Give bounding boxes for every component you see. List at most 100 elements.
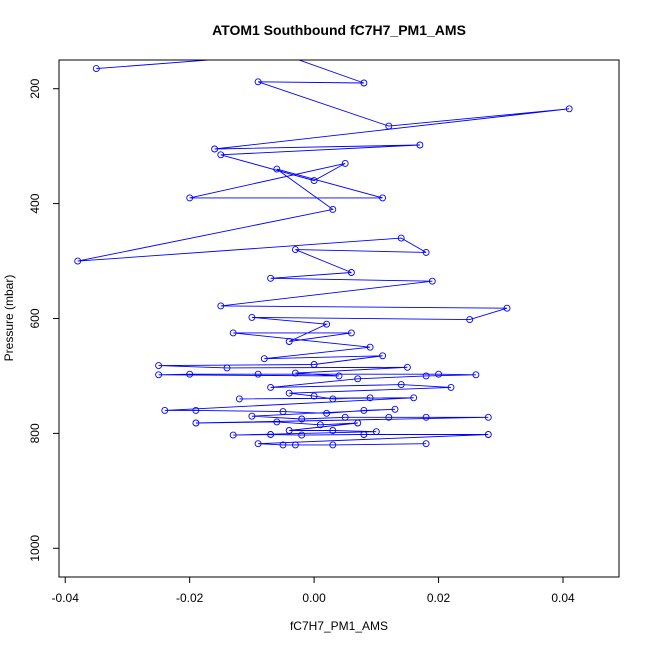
data-point (360, 431, 368, 438)
data-point (161, 406, 169, 414)
data-point (329, 395, 337, 403)
data-point (279, 441, 287, 449)
data-point (298, 415, 306, 423)
x-tick-label: -0.04 (52, 591, 80, 605)
data-point (254, 440, 262, 448)
y-tick-label: 600 (28, 308, 42, 328)
data-point (410, 394, 418, 402)
data-point (310, 177, 318, 185)
data-point (335, 372, 343, 380)
data-point (428, 277, 436, 285)
data-point (285, 389, 293, 397)
data-point (329, 205, 337, 213)
data-point (291, 246, 299, 254)
data-point (472, 371, 480, 379)
data-point (92, 65, 100, 73)
data-point (385, 122, 393, 130)
data-point (416, 141, 424, 149)
data-point (484, 413, 492, 421)
data-point (248, 313, 256, 321)
data-point (186, 194, 194, 202)
data-point (397, 234, 405, 242)
data-point (347, 329, 355, 337)
data-point (279, 408, 287, 416)
y-tick-label: 400 (28, 193, 42, 213)
data-point (366, 343, 374, 351)
x-tick-label: 0.04 (551, 591, 575, 605)
data-point (347, 269, 355, 276)
data-point (74, 257, 82, 265)
data-point (235, 395, 243, 403)
data-point (360, 406, 368, 414)
data-point (484, 431, 492, 438)
data-point (298, 431, 306, 439)
data-point (341, 413, 349, 421)
data-point (354, 375, 362, 383)
y-tick-label: 200 (28, 78, 42, 98)
data-point (360, 79, 368, 87)
data-point (447, 383, 455, 391)
data-point (229, 329, 237, 337)
series-line (77, 60, 570, 446)
data-point (267, 383, 275, 391)
data-point (565, 105, 573, 113)
data-point (466, 316, 474, 324)
data-point (372, 428, 380, 436)
y-axis-label: Pressure (mbar) (2, 275, 16, 362)
data-point (422, 440, 430, 448)
data-point (379, 194, 387, 202)
x-tick-label: 0.02 (427, 591, 451, 605)
y-axis: 200 400 600 800 1000 (28, 78, 60, 562)
data-point (403, 363, 411, 371)
data-point (285, 338, 293, 345)
data-point (435, 370, 443, 378)
data-point (254, 78, 262, 86)
data-point (267, 431, 275, 438)
data-point (192, 406, 200, 414)
data-point (273, 165, 281, 173)
data-point (248, 412, 256, 420)
x-axis: -0.04 -0.02 0.00 0.02 0.04 (52, 576, 575, 605)
data-point (422, 413, 430, 421)
data-point (211, 145, 219, 153)
y-tick-label: 800 (28, 423, 42, 443)
data-point (385, 413, 393, 421)
plot-area (58, 59, 620, 578)
data-point (329, 441, 337, 449)
data-point (155, 362, 163, 370)
data-point (260, 355, 268, 363)
data-point (291, 369, 299, 377)
data-point (354, 419, 362, 427)
data-point (503, 304, 511, 312)
x-tick-label: -0.02 (176, 591, 204, 605)
data-point (223, 364, 231, 372)
data-point (323, 320, 331, 328)
data-point (217, 151, 225, 159)
data-point (422, 372, 430, 380)
data-point (186, 370, 194, 378)
data-point (366, 394, 374, 402)
x-axis-label: fC7H7_PM1_AMS (290, 619, 388, 633)
data-point (291, 441, 299, 449)
data-point (379, 352, 387, 360)
data-point (285, 427, 293, 434)
data-point (397, 381, 405, 389)
data-point (341, 159, 349, 167)
data-point (329, 427, 337, 434)
x-tick-label: 0.00 (302, 591, 326, 605)
data-point (192, 419, 200, 427)
data-point (217, 302, 225, 310)
data-point (323, 409, 331, 417)
data-point (155, 371, 163, 379)
data-point (422, 248, 430, 256)
data-point (267, 274, 275, 282)
data-point (310, 361, 318, 368)
data-point (391, 405, 399, 413)
data-point (229, 431, 237, 439)
data-point (316, 421, 324, 429)
data-point (254, 370, 262, 378)
y-tick-label: 1000 (28, 535, 42, 562)
chart-title: ATOM1 Southbound fC7H7_PM1_AMS (212, 22, 466, 38)
data-point (310, 392, 318, 400)
